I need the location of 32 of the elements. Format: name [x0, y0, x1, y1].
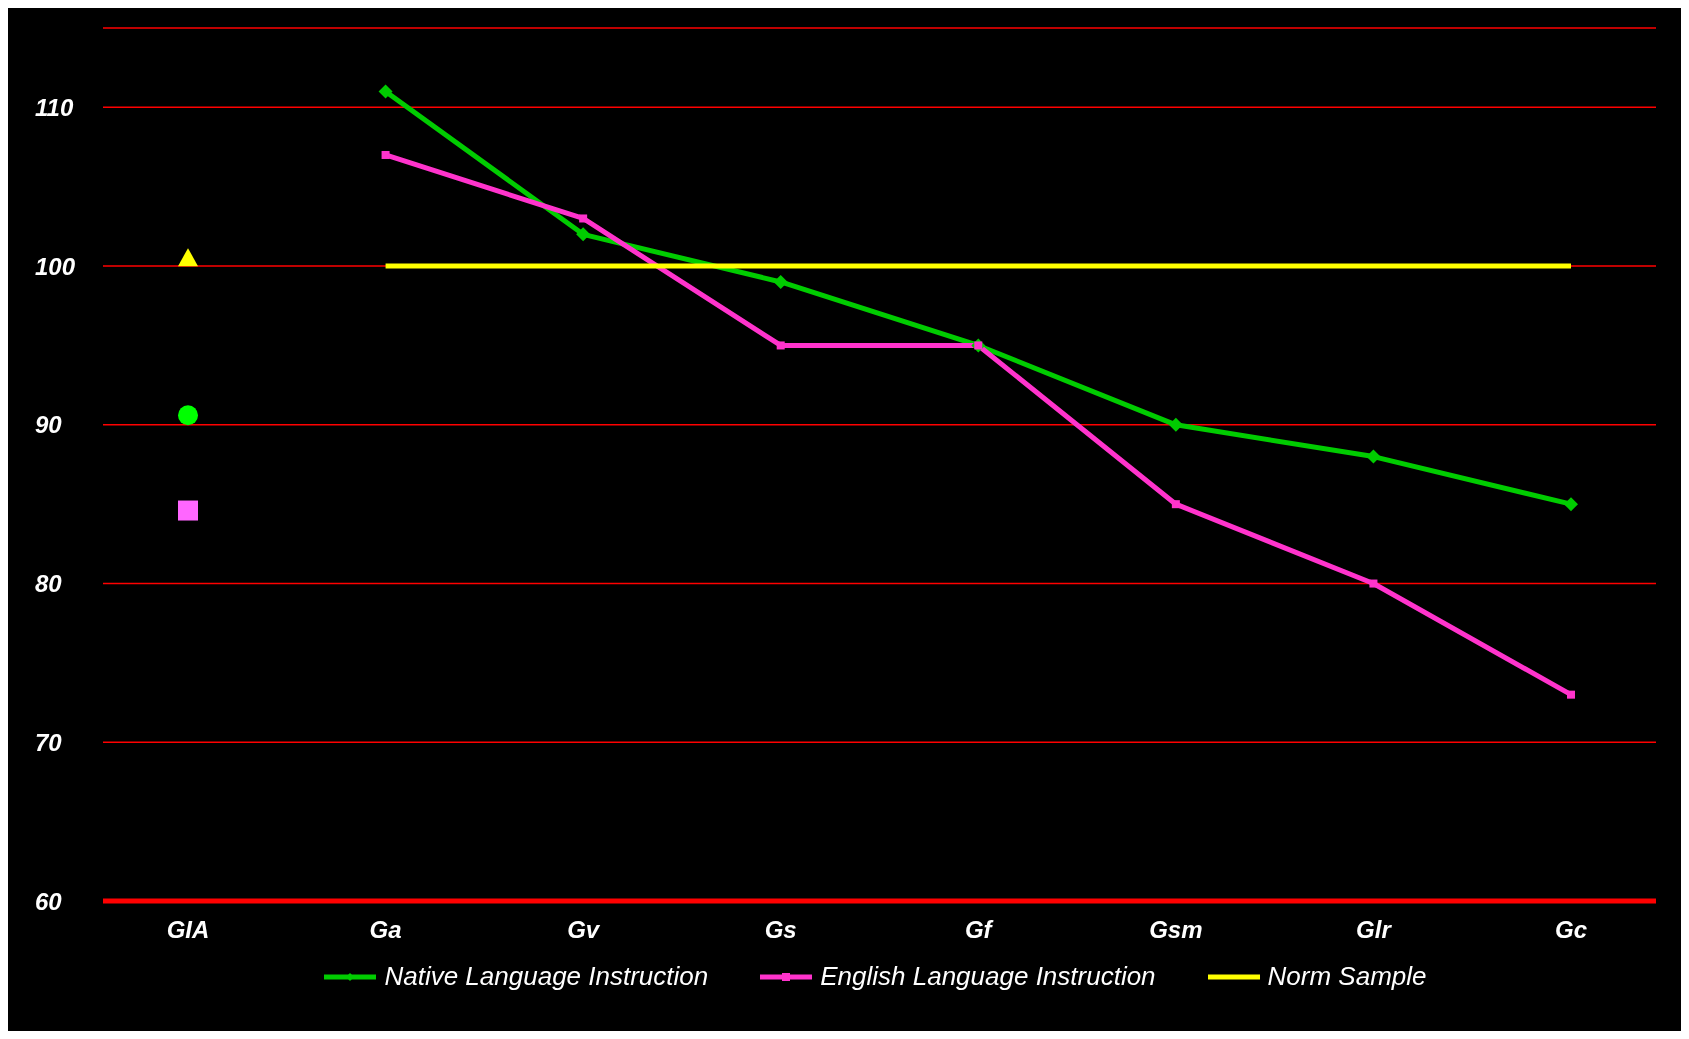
y-tick-label: 80	[35, 570, 63, 598]
x-tick-label: GIA	[166, 916, 210, 944]
x-tick-label: Gf	[964, 916, 994, 944]
point	[178, 248, 198, 267]
x-tick-label: Gsm	[1149, 916, 1203, 944]
point	[579, 214, 588, 223]
y-tick-label: 70	[35, 728, 63, 756]
point	[1567, 690, 1575, 699]
legend-label: English Language Instruction	[820, 961, 1156, 992]
point	[576, 227, 591, 242]
y-tick-label: 110	[35, 93, 74, 121]
point	[1564, 497, 1578, 512]
x-tick-label: Glr	[1356, 916, 1393, 944]
point	[1171, 500, 1180, 509]
legend-label: Norm Sample	[1267, 961, 1427, 992]
point	[378, 84, 393, 99]
x-tick-label: Gc	[1554, 916, 1588, 944]
x-tick-label: Gv	[567, 916, 601, 944]
point	[178, 500, 198, 521]
y-tick-label: 100	[35, 252, 76, 280]
point	[381, 150, 390, 159]
point	[773, 274, 788, 289]
x-tick-label: Ga	[369, 916, 402, 944]
point	[1369, 579, 1378, 588]
y-tick-label: 90	[35, 411, 63, 439]
legend-label: Native Language Instruction	[384, 961, 709, 992]
point	[776, 341, 785, 350]
point	[178, 405, 198, 426]
y-tick-label: 60	[35, 887, 63, 915]
x-tick-label: Gs	[764, 916, 797, 944]
point	[1366, 449, 1381, 464]
point	[1168, 417, 1183, 432]
